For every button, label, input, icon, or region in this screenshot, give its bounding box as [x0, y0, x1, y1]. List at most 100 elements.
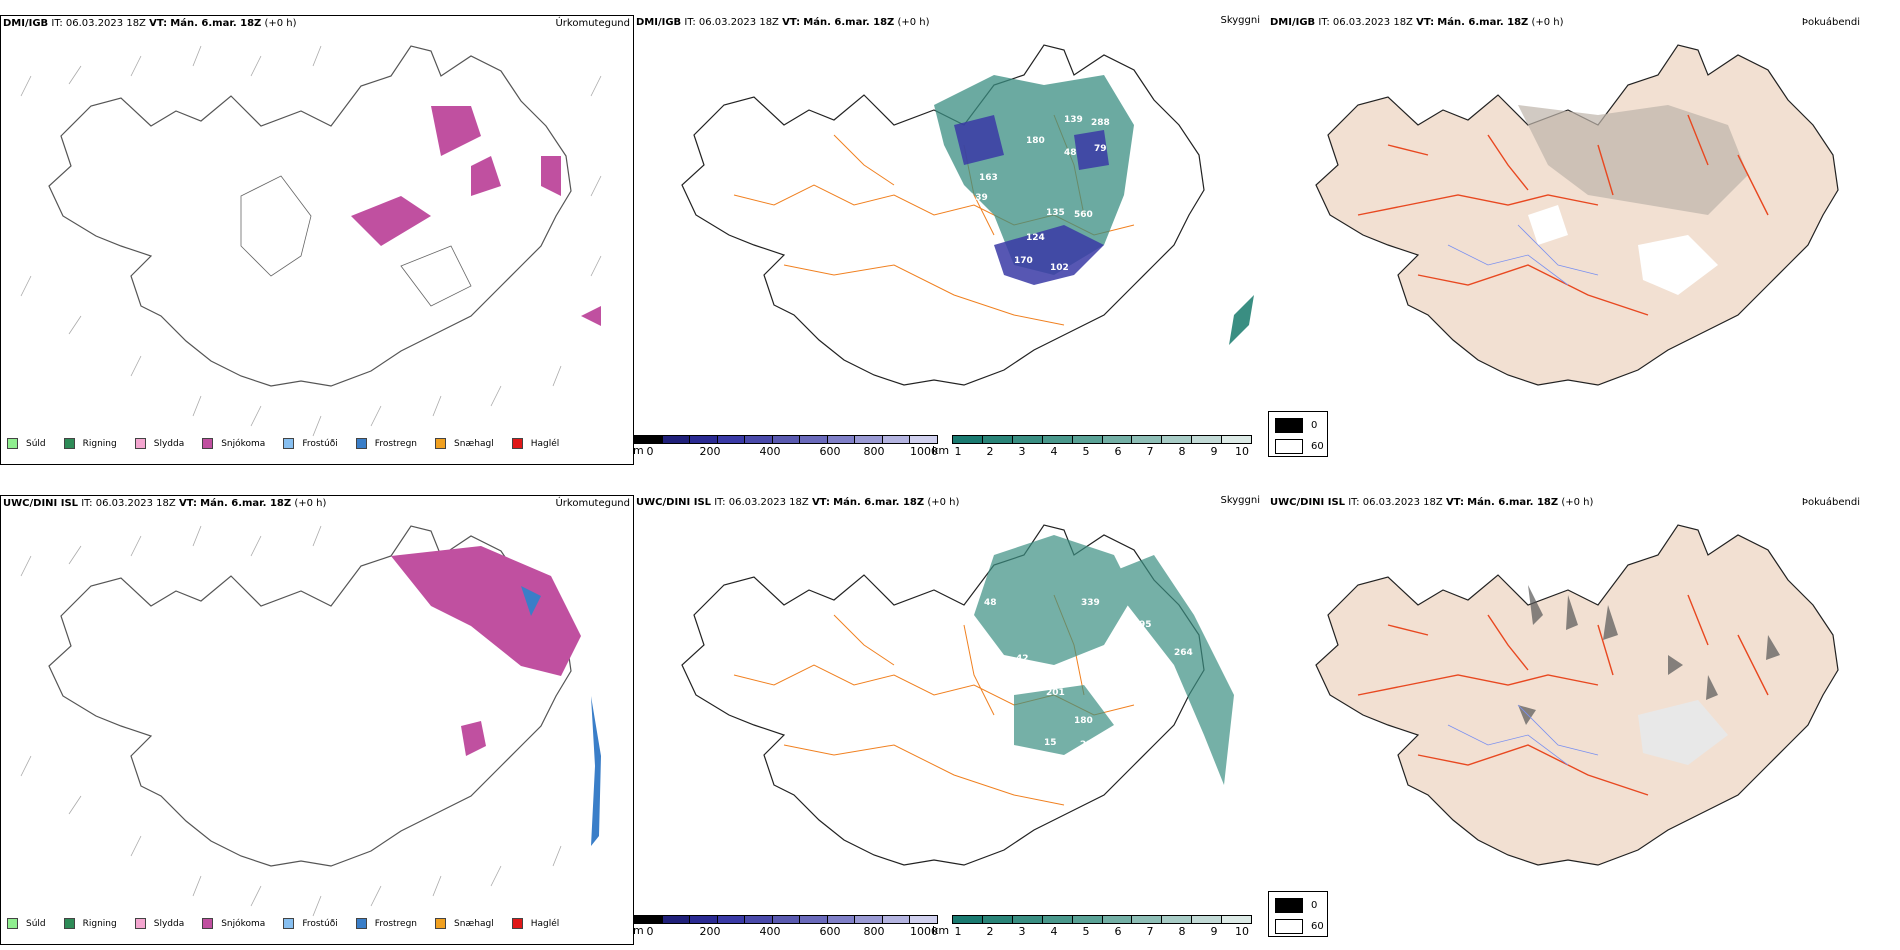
legend-label: Haglél: [530, 918, 560, 929]
panel-type-title: Þokuábendi: [1801, 497, 1860, 508]
cloud-legend-label: 0: [1311, 420, 1318, 431]
map-value-label: 264: [1174, 648, 1193, 658]
legend-swatch: [134, 918, 146, 929]
cloud-legend-row: 0: [1275, 418, 1327, 433]
colorbar-ticks: 1 2 3 4 5 6 7 8 9 10: [952, 924, 1252, 938]
map-value-label: 42: [1016, 654, 1029, 664]
legend-label: Slydda: [153, 438, 185, 449]
legend-label: Frostregn: [374, 918, 418, 929]
panel-type-title: Þokuábendi: [1801, 17, 1860, 28]
precip-map-top: [20, 45, 602, 437]
precip-type-panel-bottom: UWC/DINI ISL IT: 06.03.2023 18Z VT: Mán.…: [0, 495, 634, 945]
vt-value: Mán. 6.mar. 18Z: [803, 17, 895, 28]
colorbar-tick: 1: [954, 925, 962, 938]
colorbar-tick: 10: [1235, 445, 1249, 458]
it-label: IT:: [81, 498, 93, 509]
legend-item: Snæhagl: [435, 438, 494, 449]
forecast-offset: (+0 h): [1561, 497, 1594, 508]
colorbar-tick: 1: [954, 445, 962, 458]
legend-label: Snjókoma: [221, 918, 266, 929]
colorbar-unit: km: [932, 924, 950, 937]
forecast-offset: (+0 h): [264, 18, 297, 29]
legend-item: Slydda: [134, 438, 185, 449]
map-value-label: 124: [1026, 233, 1045, 243]
map-value-label: 288: [1091, 118, 1110, 128]
cloud-legend-swatch: [1275, 418, 1303, 433]
colorbar-tick: 800: [863, 925, 885, 938]
vt-value: Mán. 6.mar. 18Z: [1467, 497, 1559, 508]
panel-header: DMI/IGB IT: 06.03.2023 18Z VT: Mán. 6.ma…: [636, 17, 930, 28]
map-value-label: 215: [948, 238, 967, 248]
model-name: DMI/IGB: [3, 18, 49, 29]
model-name: DMI/IGB: [636, 17, 682, 28]
vt-value: Mán. 6.mar. 18Z: [170, 18, 262, 29]
legend-swatch: [202, 918, 214, 929]
visibility-colorbar: km 1 2 3 4 5 6 7 8 9 10: [932, 915, 1252, 943]
colorbar-tick: 9: [1210, 445, 1218, 458]
legend-item: Snjókoma: [202, 918, 265, 929]
map-value-label: 177: [856, 240, 875, 250]
colorbar-cells: [634, 915, 938, 924]
legend-item: Rigning: [63, 918, 117, 929]
panel-type-title: Skyggni: [1220, 495, 1260, 506]
legend-label: Slydda: [153, 918, 185, 929]
map-value-label: 48: [984, 598, 997, 608]
legend-label: Snæhagl: [454, 438, 494, 449]
legend-label: Frostúði: [302, 438, 338, 449]
cloud-legend-label: 60: [1311, 921, 1324, 932]
colorbar-tick: 1000: [910, 445, 938, 458]
colorbar-tick: 600: [819, 925, 841, 938]
legend-label: Snæhagl: [454, 918, 494, 929]
legend-item: Frostregn: [355, 918, 418, 929]
visibility-colorbar: km 1 2 3 4 5 6 7 8 9 10: [932, 435, 1252, 463]
map-value-label: 95: [1139, 620, 1152, 630]
legend-swatch: [283, 438, 295, 449]
map-value-label: 180: [1074, 716, 1093, 726]
map-value-label: 339: [1081, 598, 1100, 608]
legend-item: Snjókoma: [202, 438, 265, 449]
colorbar-cells: [952, 435, 1252, 444]
legend-label: Frostregn: [374, 438, 418, 449]
legend-swatch: [7, 438, 18, 449]
panel-header: DMI/IGB IT: 06.03.2023 18Z VT: Mán. 6.ma…: [3, 18, 297, 29]
cloud-legend-swatch: [1275, 898, 1303, 913]
legend-swatch: [63, 438, 75, 449]
panel-header: UWC/DINI ISL IT: 06.03.2023 18Z VT: Mán.…: [636, 497, 959, 508]
panel-type-title: Skyggni: [1220, 15, 1260, 26]
precip-legend: Súld Rigning Slydda Snjókoma Frostúði Fr…: [7, 438, 577, 449]
legend-label: Súld: [26, 438, 46, 449]
colorbar-tick: 6: [1114, 925, 1122, 938]
legend-item: Frostregn: [355, 438, 418, 449]
panel-type-title: Úrkomutegund: [555, 498, 630, 509]
map-value-label: 48: [1064, 148, 1077, 158]
panel-header: DMI/IGB IT: 06.03.2023 18Z VT: Mán. 6.ma…: [1270, 17, 1564, 28]
iceland-outline: [1315, 524, 1839, 866]
panel-header: UWC/DINI ISL IT: 06.03.2023 18Z VT: Mán.…: [1270, 497, 1593, 508]
iceland-outline: [1315, 44, 1839, 386]
colorbar-tick: 4: [1050, 925, 1058, 938]
colorbar-tick: 200: [699, 445, 721, 458]
legend-item: Slydda: [134, 918, 185, 929]
map-value-label: 170: [1014, 256, 1033, 266]
it-label: IT:: [1348, 497, 1360, 508]
vt-label: VT:: [178, 498, 197, 509]
cloud-cover-legend-bottom: 0 60: [1268, 891, 1328, 937]
colorbar-tick: 6: [1114, 445, 1122, 458]
colorbar-tick: 0: [646, 445, 654, 458]
legend-swatch: [511, 918, 523, 929]
legend-swatch: [435, 438, 447, 449]
map-value-label: 163: [979, 173, 998, 183]
map-value-label: 79: [1094, 144, 1107, 154]
colorbar-tick: 400: [759, 445, 781, 458]
colorbar-tick: 200: [699, 925, 721, 938]
colorbar-tick: 2: [986, 925, 994, 938]
legend-swatch: [511, 438, 523, 449]
legend-label: Rigning: [82, 438, 117, 449]
vt-label: VT:: [1416, 17, 1435, 28]
legend-swatch: [435, 918, 447, 929]
legend-item: Haglél: [511, 438, 559, 449]
it-value: 06.03.2023 18Z: [698, 17, 779, 28]
fog-map-bottom: [1315, 524, 1839, 866]
cloud-legend-swatch: [1275, 919, 1303, 934]
colorbar-unit: km: [932, 444, 950, 457]
